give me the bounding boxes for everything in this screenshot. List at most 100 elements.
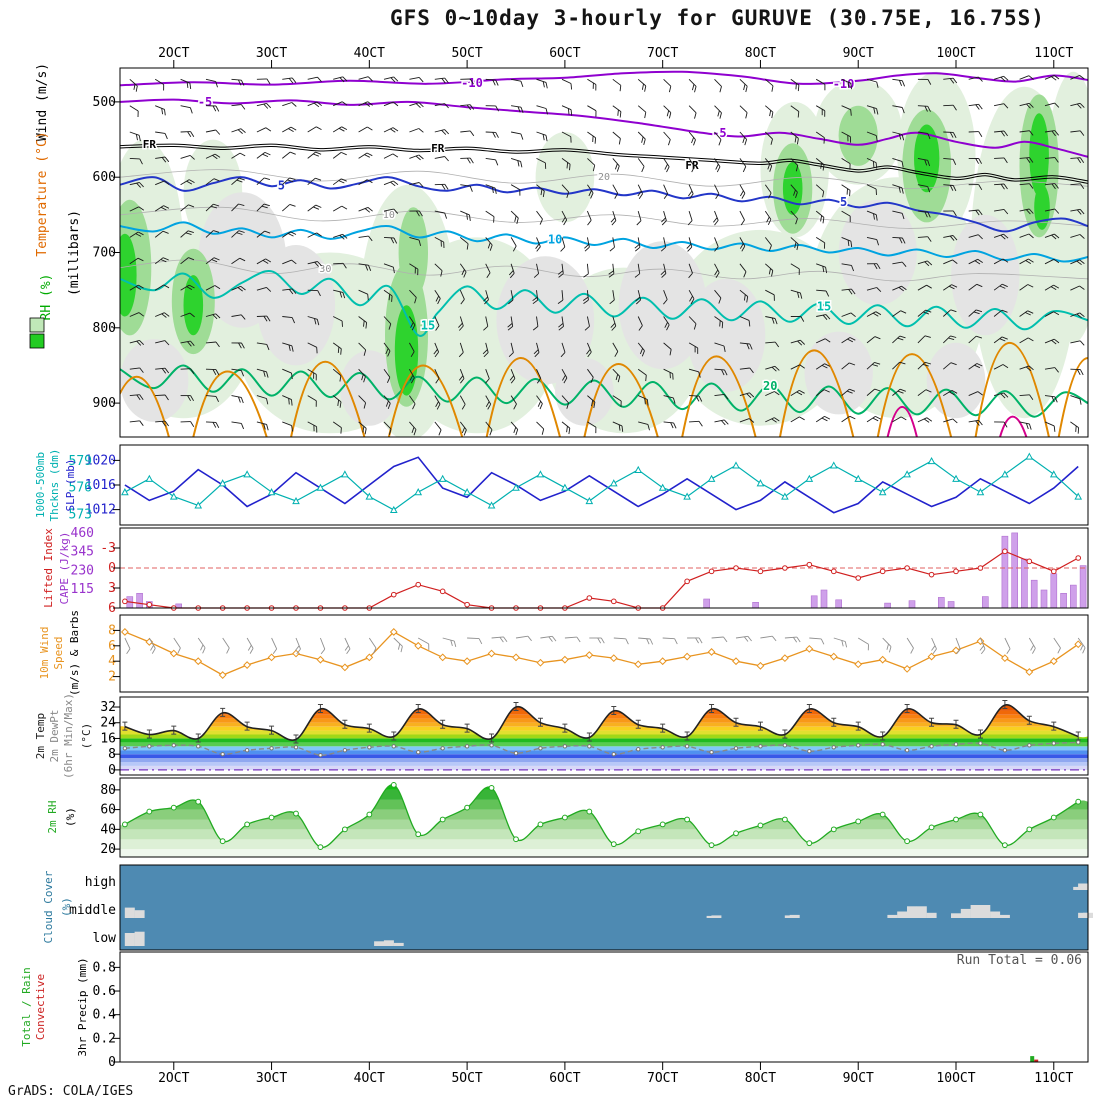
barb-feather — [749, 343, 753, 350]
wind-barb — [510, 263, 515, 274]
barb-feather — [876, 263, 881, 270]
marker-diamond — [707, 648, 716, 656]
barb-feather — [1053, 425, 1056, 432]
marker-triangle — [243, 470, 251, 478]
barb-feather — [213, 230, 220, 233]
barb-feather — [533, 349, 539, 355]
marker-circle — [757, 568, 764, 575]
barb-feather — [313, 102, 320, 108]
barb-feather — [385, 400, 389, 407]
wind-barb — [129, 157, 140, 160]
barb-feather — [900, 310, 907, 314]
wind-barb — [256, 152, 266, 159]
wind-barb — [1044, 258, 1055, 265]
wind-barb — [892, 184, 903, 189]
rh-marker — [366, 811, 373, 818]
barb-feather — [850, 83, 852, 90]
marker-circle — [610, 598, 617, 605]
rh-marker — [317, 844, 324, 851]
wind-barb — [358, 289, 368, 295]
wind-barb — [688, 210, 693, 221]
barb-feather — [410, 351, 415, 358]
axis-title-convective: Convective — [34, 974, 47, 1040]
barb-feather — [545, 135, 548, 142]
dewpt-marker — [1027, 743, 1032, 748]
barb-feather — [910, 647, 914, 654]
marker-diamond — [267, 653, 276, 662]
barb-feather — [315, 204, 322, 208]
barb-feather — [164, 312, 170, 317]
barb-feather — [901, 161, 904, 168]
dewpt-marker — [171, 743, 176, 748]
barb-feather — [190, 131, 195, 137]
barb-feather — [557, 270, 564, 275]
barb-feather — [495, 105, 499, 112]
barb-feather — [177, 647, 181, 654]
barb-feather — [397, 643, 401, 650]
marker-diamond — [536, 658, 545, 667]
barb-feather — [567, 108, 570, 115]
barb-feather — [186, 81, 189, 88]
wind-barb — [809, 637, 822, 640]
dewpt-marker — [733, 746, 739, 751]
whisker-cap — [220, 707, 226, 717]
barb-feather — [978, 104, 983, 110]
wind-barb — [180, 154, 191, 159]
barb-feather — [1076, 313, 1082, 319]
barb-feather — [698, 371, 701, 378]
barb-feather — [415, 103, 421, 109]
barb-feather — [663, 299, 668, 305]
y-tick-label: 230 — [71, 563, 94, 578]
marker-diamond — [169, 649, 178, 658]
barb-feather — [740, 219, 745, 226]
barb-feather — [542, 81, 545, 88]
barb-feather — [483, 325, 489, 331]
barb-feather — [897, 390, 904, 394]
barb-feather — [313, 153, 319, 157]
barb-feather — [799, 390, 805, 394]
wind-barb — [510, 369, 516, 379]
barb-feather — [898, 237, 903, 244]
wind-barb — [409, 236, 420, 241]
barb-feather — [164, 109, 166, 116]
wind-barb — [917, 236, 928, 238]
wind-barb — [409, 342, 415, 352]
wind-barb — [1019, 102, 1030, 107]
barb-feather — [723, 636, 728, 643]
barb-feather — [126, 648, 131, 655]
y-tick-label: 8 — [108, 747, 116, 762]
wind-barb — [815, 210, 825, 218]
wind-barb — [510, 290, 514, 301]
barb-feather — [164, 340, 170, 346]
time-tick-label-bottom: 2OCT — [158, 1071, 189, 1086]
barb-feather — [390, 237, 395, 244]
rh-band — [120, 784, 1088, 790]
barb-feather — [715, 272, 720, 278]
cloud-bar — [970, 905, 981, 918]
barb-feather — [1054, 367, 1059, 373]
barb-feather — [688, 190, 693, 197]
barb-feather — [901, 285, 907, 291]
temp-arc — [974, 342, 1050, 437]
barb-feather — [507, 326, 513, 331]
barb-feather — [718, 139, 722, 146]
barb-feather — [532, 299, 538, 305]
barb-feather — [361, 374, 364, 381]
wind-barb — [662, 637, 675, 640]
wind-barb — [637, 368, 647, 376]
barb-feather — [215, 422, 220, 429]
cloud-level-label: middle — [69, 903, 116, 918]
barb-feather — [797, 291, 800, 299]
barb-feather — [924, 159, 928, 166]
wind-barb — [256, 102, 267, 107]
barb-feather — [316, 101, 322, 107]
barb-feather — [847, 81, 850, 89]
wind-barb — [129, 339, 140, 344]
barb-feather — [386, 377, 391, 383]
barb-feather — [875, 214, 878, 221]
barb-feather — [469, 186, 473, 192]
barb-feather — [978, 76, 983, 82]
barb-feather — [979, 645, 984, 651]
barb-feather — [797, 340, 803, 346]
barb-feather — [876, 108, 879, 115]
